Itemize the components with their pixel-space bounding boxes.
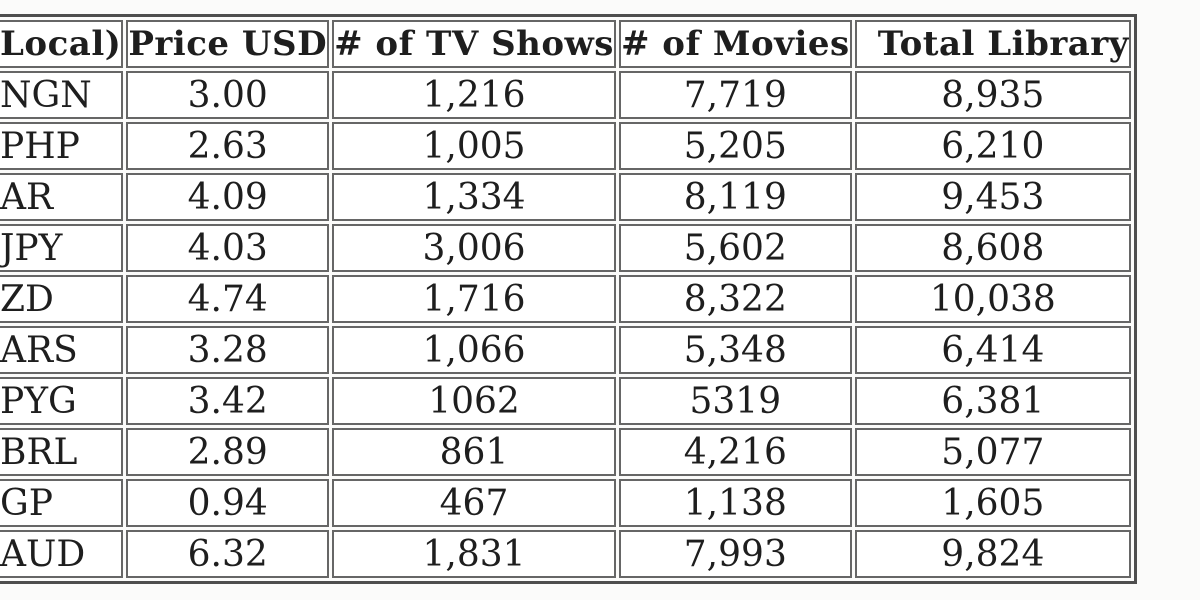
table-row-ar: AR 4.09 1,334 8,119 9,453: [0, 173, 1131, 221]
cell-tv-shows: 1,216: [332, 71, 616, 119]
cell-total-library: 6,381: [854, 377, 1131, 425]
cell-tv-shows: 1062: [332, 377, 616, 425]
cell-movies: 8,119: [618, 173, 852, 221]
cell-tv-shows: 467: [332, 479, 616, 527]
cell-movies: 1,138: [618, 479, 852, 527]
cell-currency: ARS: [0, 326, 124, 374]
column-header-movies: # of Movies: [618, 20, 852, 68]
cell-price-usd: 2.63: [126, 122, 330, 170]
cell-currency: PYG: [0, 377, 124, 425]
cell-tv-shows: 1,334: [332, 173, 616, 221]
cell-movies: 7,993: [618, 530, 852, 578]
table-row-gp: GP 0.94 467 1,138 1,605: [0, 479, 1131, 527]
table-row-zd: ZD 4.74 1,716 8,322 10,038: [0, 275, 1131, 323]
cell-price-usd: 4.09: [126, 173, 330, 221]
cell-price-usd: 4.03: [126, 224, 330, 272]
cell-movies: 5319: [618, 377, 852, 425]
table-row-jpy: JPY 4.03 3,006 5,602 8,608: [0, 224, 1131, 272]
column-header-local-currency: Local): [0, 20, 124, 68]
cell-price-usd: 3.00: [126, 71, 330, 119]
header-row: Local) Price USD # of TV Shows # of Movi…: [0, 20, 1131, 68]
table-row-pyg: PYG 3.42 1062 5319 6,381: [0, 377, 1131, 425]
cell-total-library: 9,824: [854, 530, 1131, 578]
cell-currency: PHP: [0, 122, 124, 170]
cell-currency: AR: [0, 173, 124, 221]
cell-total-library: 6,210: [854, 122, 1131, 170]
table-row-php: PHP 2.63 1,005 5,205 6,210: [0, 122, 1131, 170]
table-row-ars: ARS 3.28 1,066 5,348 6,414: [0, 326, 1131, 374]
cell-tv-shows: 1,831: [332, 530, 616, 578]
cell-currency: ZD: [0, 275, 124, 323]
table-row-brl: BRL 2.89 861 4,216 5,077: [0, 428, 1131, 476]
cell-total-library: 9,453: [854, 173, 1131, 221]
cell-total-library: 8,935: [854, 71, 1131, 119]
cell-total-library: 1,605: [854, 479, 1131, 527]
column-header-total-library: Total Library: [854, 20, 1131, 68]
cell-currency: GP: [0, 479, 124, 527]
cell-total-library: 10,038: [854, 275, 1131, 323]
cell-tv-shows: 1,716: [332, 275, 616, 323]
cell-currency: JPY: [0, 224, 124, 272]
cell-tv-shows: 1,066: [332, 326, 616, 374]
cell-price-usd: 4.74: [126, 275, 330, 323]
cell-tv-shows: 861: [332, 428, 616, 476]
cell-currency: NGN: [0, 71, 124, 119]
cell-movies: 8,322: [618, 275, 852, 323]
cell-price-usd: 3.42: [126, 377, 330, 425]
cell-currency: BRL: [0, 428, 124, 476]
column-header-price-usd: Price USD: [126, 20, 330, 68]
cell-currency: AUD: [0, 530, 124, 578]
table-row-ngn: NGN 3.00 1,216 7,719 8,935: [0, 71, 1131, 119]
cell-tv-shows: 1,005: [332, 122, 616, 170]
cell-tv-shows: 3,006: [332, 224, 616, 272]
cell-total-library: 8,608: [854, 224, 1131, 272]
column-header-tv-shows: # of TV Shows: [332, 20, 616, 68]
cell-movies: 7,719: [618, 71, 852, 119]
cell-price-usd: 2.89: [126, 428, 330, 476]
cell-price-usd: 6.32: [126, 530, 330, 578]
cell-movies: 4,216: [618, 428, 852, 476]
cell-total-library: 6,414: [854, 326, 1131, 374]
content-library-pricing-table: Local) Price USD # of TV Shows # of Movi…: [0, 14, 1137, 584]
cell-movies: 5,205: [618, 122, 852, 170]
cell-movies: 5,348: [618, 326, 852, 374]
cell-movies: 5,602: [618, 224, 852, 272]
cell-price-usd: 3.28: [126, 326, 330, 374]
cell-price-usd: 0.94: [126, 479, 330, 527]
table-row-aud: AUD 6.32 1,831 7,993 9,824: [0, 530, 1131, 578]
cell-total-library: 5,077: [854, 428, 1131, 476]
